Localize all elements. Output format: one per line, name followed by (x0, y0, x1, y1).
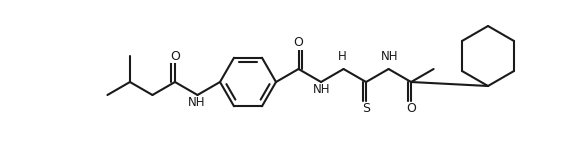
Text: NH: NH (381, 50, 398, 63)
Text: S: S (362, 102, 370, 114)
Text: O: O (170, 50, 180, 62)
Text: O: O (406, 102, 416, 114)
Text: O: O (293, 37, 303, 50)
Text: NH: NH (188, 96, 205, 109)
Text: NH: NH (313, 83, 331, 96)
Text: H: H (338, 50, 347, 63)
